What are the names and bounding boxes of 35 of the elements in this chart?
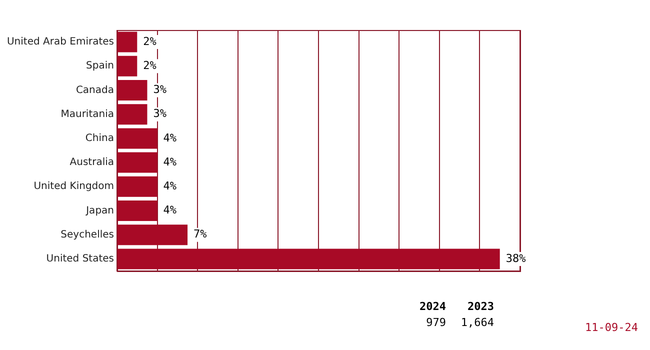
data-label: 3% [153, 83, 167, 96]
text: 2024 [418, 300, 446, 313]
y-tick-label: United Arab Emirates [6, 36, 114, 48]
bar [118, 104, 148, 125]
y-tick-label: Australia [70, 157, 114, 168]
bar [118, 248, 500, 270]
data-label: 7% [194, 228, 208, 241]
bar [118, 56, 138, 76]
text: 2023 [468, 300, 494, 313]
data-label: 38% [506, 252, 526, 265]
bar [118, 32, 138, 52]
data-label: 3% [153, 107, 167, 120]
bar [118, 128, 158, 149]
data-label: 4% [163, 155, 177, 168]
y-tick-label: Seychelles [60, 229, 114, 240]
y-tick-label: Mauritania [60, 108, 114, 120]
text: 979 [425, 316, 446, 329]
data-label: 4% [163, 180, 177, 193]
data-label: 2% [143, 59, 157, 72]
bar [118, 80, 148, 100]
data-label: 4% [163, 204, 177, 217]
text: 11-09-24 [584, 321, 638, 334]
y-tick-label: Canada [76, 84, 114, 96]
data-label: 4% [163, 131, 177, 144]
bar [118, 200, 158, 221]
y-tick-label: China [85, 133, 114, 144]
y-tick-label: Spain [86, 60, 114, 72]
text: 1,664 [460, 316, 494, 329]
data-label: 2% [143, 34, 157, 48]
y-tick-label: United Kingdom [34, 181, 114, 192]
y-tick-label: United States [46, 254, 114, 265]
bar [118, 224, 188, 246]
y-tick-label: Japan [85, 205, 114, 216]
bar [118, 176, 158, 197]
bar [118, 152, 158, 173]
